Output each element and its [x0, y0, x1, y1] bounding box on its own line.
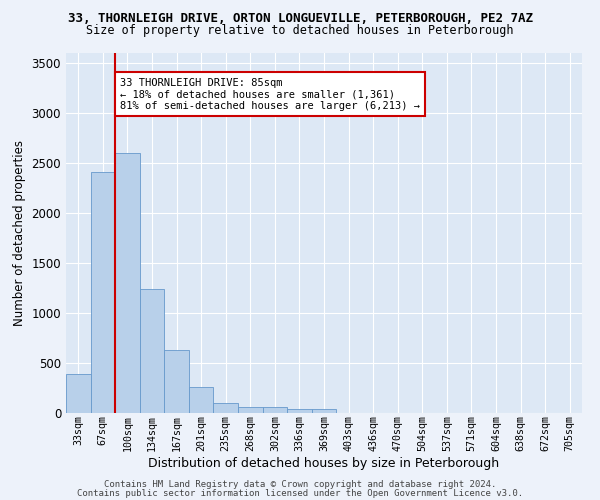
Bar [91, 172, 115, 412]
Text: 33 THORNLEIGH DRIVE: 85sqm
← 18% of detached houses are smaller (1,361)
81% of s: 33 THORNLEIGH DRIVE: 85sqm ← 18% of deta… [120, 78, 420, 110]
Text: Contains public sector information licensed under the Open Government Licence v3: Contains public sector information licen… [77, 489, 523, 498]
Text: Contains HM Land Registry data © Crown copyright and database right 2024.: Contains HM Land Registry data © Crown c… [104, 480, 496, 489]
Bar [287, 408, 312, 412]
Bar [238, 406, 263, 412]
Bar [312, 409, 336, 412]
X-axis label: Distribution of detached houses by size in Peterborough: Distribution of detached houses by size … [148, 457, 500, 470]
Bar [164, 350, 189, 412]
Bar [140, 288, 164, 412]
Bar [66, 374, 91, 412]
Y-axis label: Number of detached properties: Number of detached properties [13, 140, 26, 326]
Bar [214, 403, 238, 412]
Text: Size of property relative to detached houses in Peterborough: Size of property relative to detached ho… [86, 24, 514, 37]
Bar [115, 152, 140, 412]
Text: 33, THORNLEIGH DRIVE, ORTON LONGUEVILLE, PETERBOROUGH, PE2 7AZ: 33, THORNLEIGH DRIVE, ORTON LONGUEVILLE,… [67, 12, 533, 26]
Bar [263, 407, 287, 412]
Bar [189, 387, 214, 412]
